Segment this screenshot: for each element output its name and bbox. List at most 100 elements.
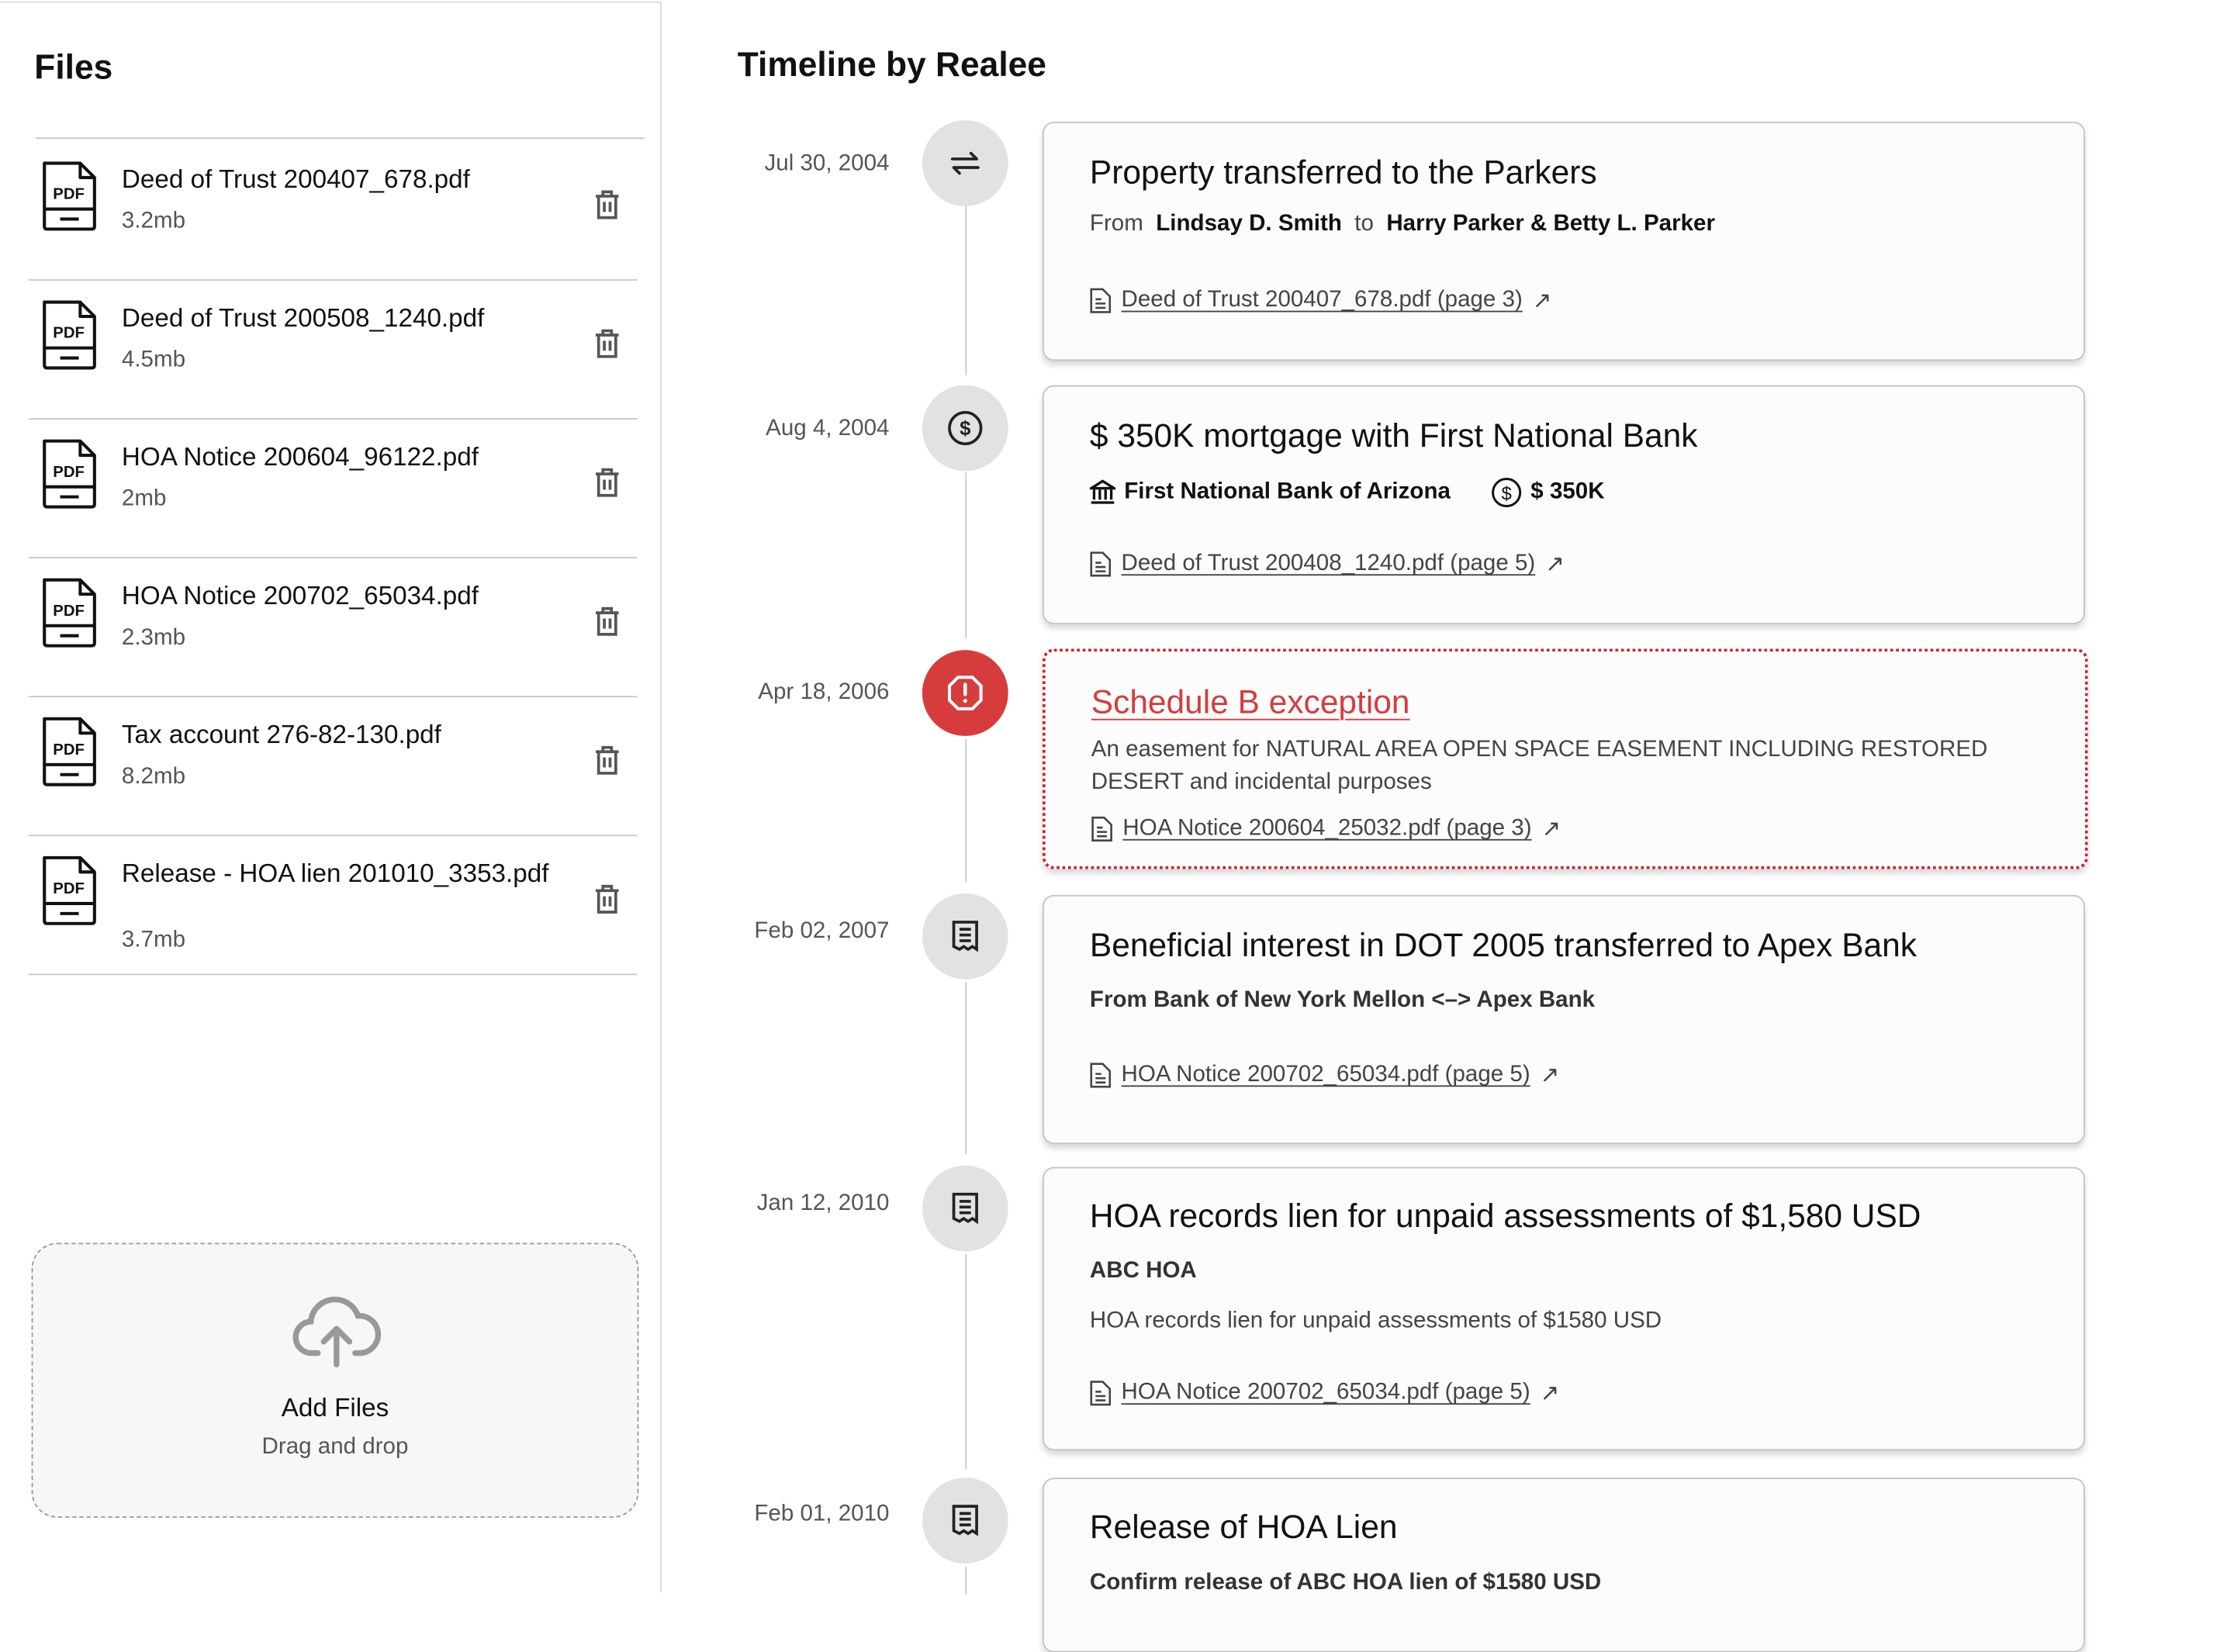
delete-file-icon[interactable]	[593, 745, 621, 776]
event-title[interactable]: Schedule B exception	[1091, 683, 1410, 721]
file-size: 3.7mb	[121, 928, 186, 952]
pdf-file-icon: PDF	[43, 161, 96, 231]
document-icon	[1091, 816, 1112, 842]
lender-name: First National Bank of Arizona	[1124, 479, 1451, 504]
event-card[interactable]: Beneficial interest in DOT 2005 transfer…	[1042, 894, 2085, 1145]
cloud-upload-icon	[292, 1296, 382, 1368]
file-size: 2mb	[121, 486, 167, 512]
event-title: $ 350K mortgage with First National Bank	[1089, 416, 1698, 454]
transfer-parties: From Bank of New York Mellon <–> Apex Ba…	[1090, 988, 1595, 1014]
to-label: to	[1354, 212, 1374, 237]
delete-file-icon[interactable]	[593, 189, 621, 221]
lienholder: ABC HOA	[1089, 1258, 1197, 1284]
event-description: An easement for NATURAL AREA OPEN SPACE …	[1091, 737, 1988, 795]
file-name[interactable]: Deed of Trust 200407_678.pdf	[121, 164, 470, 194]
mortgage-details: First National Bank of Arizona $ $ 350K	[1089, 477, 1605, 509]
timeline-line	[965, 206, 967, 375]
transfer-arrows-icon	[950, 151, 980, 175]
transfer-parties: From Lindsay D. Smith to Harry Parker & …	[1090, 212, 1715, 237]
file-row[interactable]: PDF Deed of Trust 200407_678.pdf 3.2mb	[28, 140, 638, 281]
document-link-text[interactable]: HOA Notice 200702_65034.pdf (page 5)	[1121, 1062, 1530, 1087]
file-size: 2.3mb	[121, 625, 186, 651]
timeline-line	[965, 738, 967, 883]
add-files-dropzone[interactable]: Add Files Drag and drop	[31, 1242, 639, 1518]
event-node	[922, 1165, 1008, 1252]
svg-text:PDF: PDF	[53, 464, 85, 481]
receipt-icon	[952, 1505, 978, 1536]
file-row[interactable]: PDF Tax account 276-82-130.pdf 8.2mb	[28, 696, 638, 837]
document-link-text[interactable]: HOA Notice 200702_65034.pdf (page 5)	[1121, 1380, 1530, 1405]
delete-file-icon[interactable]	[593, 606, 621, 638]
pdf-file-icon: PDF	[43, 717, 96, 786]
event-card[interactable]: Property transferred to the Parkers From…	[1042, 121, 2085, 361]
svg-text:$: $	[1501, 483, 1511, 504]
grantee: Harry Parker & Betty L. Parker	[1386, 212, 1715, 237]
pdf-file-icon: PDF	[43, 439, 96, 509]
event-description: HOA records lien for unpaid assessments …	[1089, 1308, 1662, 1333]
file-name[interactable]: Tax account 276-82-130.pdf	[121, 720, 441, 749]
event-date: Aug 4, 2004	[766, 416, 890, 441]
event-node-alert	[922, 650, 1008, 736]
event-card-exception[interactable]: Schedule B exception An easement for NAT…	[1042, 648, 2088, 869]
svg-text:PDF: PDF	[53, 603, 85, 620]
external-link-icon: ↗	[1540, 1063, 1560, 1089]
document-link-text[interactable]: Deed of Trust 200408_1240.pdf (page 5)	[1121, 551, 1536, 576]
delete-file-icon[interactable]	[593, 328, 621, 360]
event-title: Beneficial interest in DOT 2005 transfer…	[1089, 926, 1917, 964]
file-size: 8.2mb	[121, 764, 186, 790]
bidirectional-arrow-icon: <–>	[1431, 987, 1471, 1013]
alert-octagon-icon	[947, 676, 983, 710]
pdf-file-icon: PDF	[43, 855, 96, 925]
file-name[interactable]: HOA Notice 200604_96122.pdf	[121, 442, 479, 472]
file-size: 4.5mb	[121, 347, 186, 372]
document-link[interactable]: Deed of Trust 200408_1240.pdf (page 5) ↗	[1090, 550, 1565, 579]
timeline-line	[965, 982, 967, 1154]
timeline-line	[965, 1254, 967, 1470]
document-link-text[interactable]: HOA Notice 200604_25032.pdf (page 3)	[1122, 816, 1532, 841]
document-link-text[interactable]: Deed of Trust 200407_678.pdf (page 3)	[1121, 288, 1523, 313]
from-label: From	[1089, 212, 1143, 237]
event-node: $	[922, 385, 1008, 472]
timeline-line	[965, 1566, 967, 1595]
event-card[interactable]: HOA records lien for unpaid assessments …	[1042, 1166, 2085, 1451]
event-description: Confirm release of ABC HOA lien of $1580…	[1089, 1571, 1602, 1595]
add-files-label: Add Files	[281, 1393, 389, 1422]
document-link[interactable]: Deed of Trust 200407_678.pdf (page 3) ↗	[1090, 286, 1552, 315]
file-name[interactable]: Release - HOA lien 201010_3353.pdf	[121, 859, 549, 888]
file-row[interactable]: PDF HOA Notice 200604_96122.pdf 2mb	[28, 418, 638, 558]
document-link[interactable]: HOA Notice 200604_25032.pdf (page 3) ↗	[1091, 814, 1561, 843]
external-link-icon: ↗	[1532, 289, 1552, 314]
bank-icon	[1089, 479, 1116, 504]
file-row[interactable]: PDF Release - HOA lien 201010_3353.pdf 3…	[28, 835, 638, 976]
svg-text:PDF: PDF	[53, 186, 85, 203]
event-date: Feb 01, 2010	[754, 1502, 890, 1526]
timeline-line	[965, 472, 967, 639]
delete-file-icon[interactable]	[593, 883, 621, 915]
file-row[interactable]: PDF HOA Notice 200702_65034.pdf 2.3mb	[28, 557, 638, 698]
delete-file-icon[interactable]	[593, 467, 621, 499]
document-link[interactable]: HOA Notice 200702_65034.pdf (page 5) ↗	[1090, 1061, 1559, 1090]
svg-text:PDF: PDF	[53, 741, 85, 759]
dollar-circle-icon: $	[1491, 478, 1521, 508]
assignor: From Bank of New York Mellon	[1089, 987, 1426, 1013]
external-link-icon: ↗	[1545, 552, 1565, 577]
event-card[interactable]: Release of HOA Lien Confirm release of A…	[1042, 1477, 2085, 1652]
external-link-icon: ↗	[1541, 817, 1561, 842]
external-link-icon: ↗	[1540, 1381, 1560, 1406]
dollar-circle-icon: $	[948, 410, 983, 446]
receipt-icon	[952, 921, 978, 952]
file-row[interactable]: PDF Deed of Trust 200508_1240.pdf 4.5mb	[28, 279, 638, 420]
event-title: Property transferred to the Parkers	[1089, 153, 1597, 191]
document-icon	[1090, 551, 1112, 577]
event-card[interactable]: $ 350K mortgage with First National Bank…	[1042, 385, 2085, 624]
file-name[interactable]: Deed of Trust 200508_1240.pdf	[121, 303, 485, 333]
drag-drop-label: Drag and drop	[261, 1434, 409, 1460]
document-link[interactable]: HOA Notice 200702_65034.pdf (page 5) ↗	[1090, 1379, 1559, 1408]
file-size: 3.2mb	[121, 209, 186, 233]
event-date: Jan 12, 2010	[756, 1191, 890, 1216]
file-name[interactable]: HOA Notice 200702_65034.pdf	[121, 581, 479, 610]
svg-text:PDF: PDF	[53, 880, 85, 897]
event-node	[922, 893, 1008, 980]
files-sidebar: Files PDF Deed of Trust 200407_678.pdf 3…	[0, 1, 662, 1592]
event-date: Apr 18, 2006	[758, 679, 890, 705]
